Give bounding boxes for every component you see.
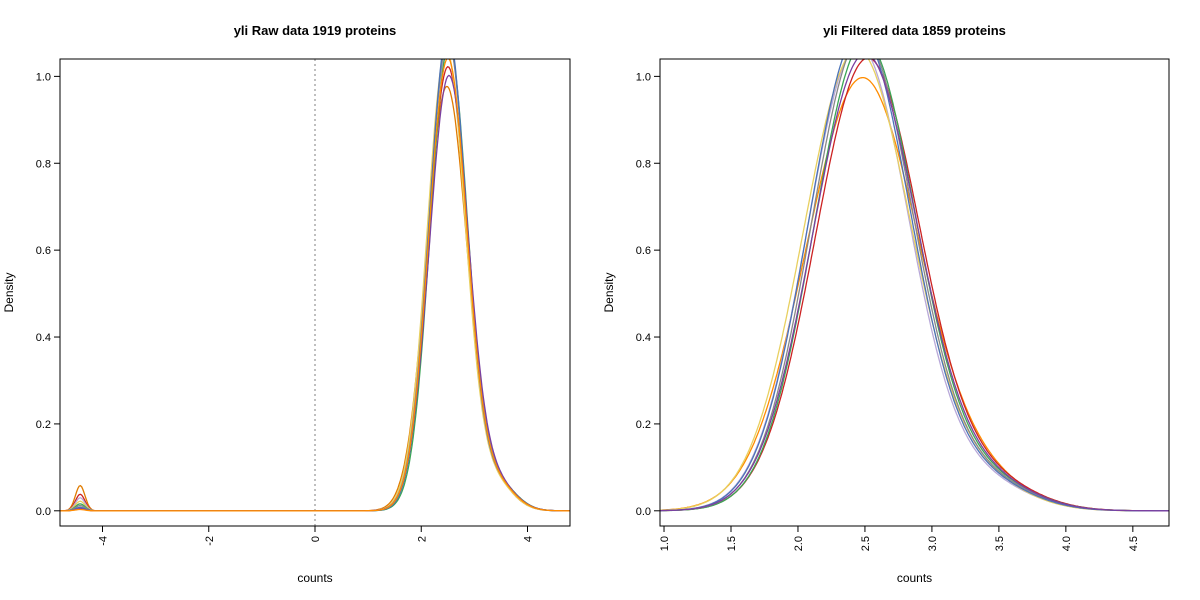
y-tick-label: 0.2 xyxy=(636,419,651,431)
y-axis-label: Density xyxy=(2,272,16,312)
chart-title: yli Filtered data 1859 proteins xyxy=(823,23,1006,38)
x-tick-label: 4.0 xyxy=(1061,536,1073,551)
density-curve-7 xyxy=(660,59,1169,512)
y-tick-label: 0.8 xyxy=(636,158,651,170)
y-axis-label: Density xyxy=(602,272,616,312)
x-tick-label: 2.5 xyxy=(860,536,872,551)
x-tick-label: 2.0 xyxy=(793,536,805,551)
density-curve-5 xyxy=(660,59,1169,512)
x-tick-label: 3.5 xyxy=(994,536,1006,551)
y-tick-label: 0.0 xyxy=(636,506,651,518)
density-curve-7 xyxy=(60,59,570,512)
y-tick-label: 0.6 xyxy=(36,245,51,257)
density-curve-2 xyxy=(660,59,1169,512)
y-tick-label: 0.6 xyxy=(636,245,651,257)
y-tick-label: 0.4 xyxy=(636,332,651,344)
x-axis-label: counts xyxy=(297,571,332,585)
plot-frame xyxy=(659,58,1170,527)
x-tick-label: 0 xyxy=(310,536,322,542)
y-tick-label: 0.4 xyxy=(36,332,51,344)
x-tick-label: 1.0 xyxy=(659,536,671,551)
x-axis-label: counts xyxy=(897,571,932,585)
density-curve-3 xyxy=(660,59,1169,512)
chart-title: yli Raw data 1919 proteins xyxy=(234,23,397,38)
x-tick-label: 1.5 xyxy=(726,536,738,551)
density-curve-4 xyxy=(660,59,1169,512)
chart-panel-2: yli Filtered data 1859 proteins 0.0 0.2 0.4… xyxy=(602,23,1170,585)
plot-area xyxy=(660,59,1169,512)
plot-area xyxy=(60,59,570,526)
y-tick-label: 0.8 xyxy=(36,158,51,170)
x-tick-label: 2 xyxy=(416,536,428,542)
x-tick-label: 4.5 xyxy=(1128,536,1140,551)
y-tick-label: 1.0 xyxy=(36,71,51,83)
density-curve-8 xyxy=(660,59,1169,512)
density-curve-6 xyxy=(660,59,1169,512)
y-tick-label: 1.0 xyxy=(636,71,651,83)
chart-panel-1: yli Raw data 1919 proteins 0.0 0.2 0.4 0.6 0.… xyxy=(2,23,571,585)
y-tick-label: 0.2 xyxy=(36,419,51,431)
x-tick-label: -2 xyxy=(204,536,216,546)
y-tick-label: 0.0 xyxy=(36,506,51,518)
density-curve-3 xyxy=(60,59,570,512)
x-tick-label: -4 xyxy=(98,536,110,546)
x-tick-label: 4 xyxy=(523,536,535,542)
density-curve-9 xyxy=(60,59,570,512)
x-tick-label: 3.0 xyxy=(927,536,939,551)
density-curve-1 xyxy=(660,76,1169,512)
